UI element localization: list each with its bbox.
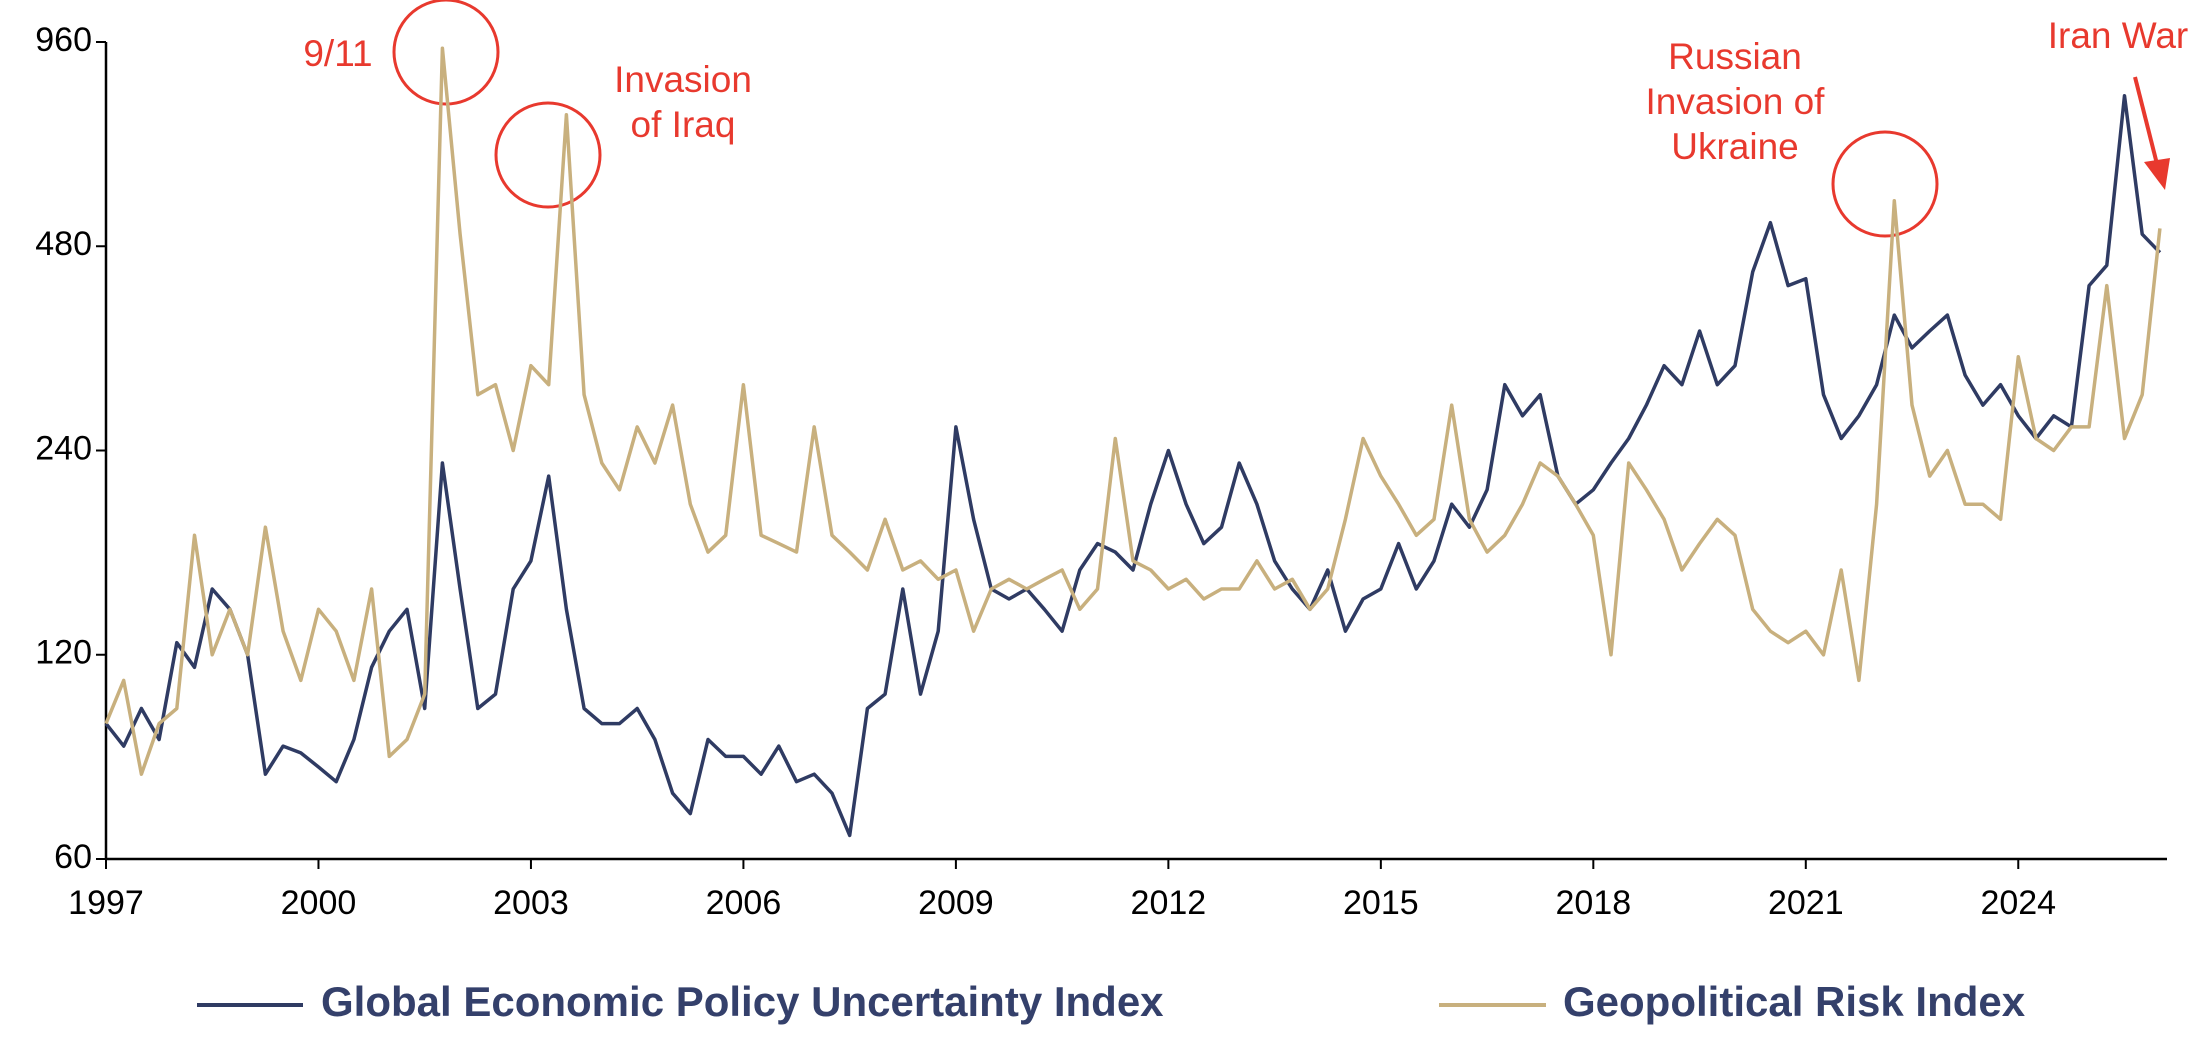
annotation: Invasion: [614, 59, 752, 100]
arrow: [2133, 76, 2160, 169]
x-tick-label: 2024: [1980, 884, 2056, 922]
x-tick-label: 2012: [1131, 884, 1207, 922]
y-tick-label: 480: [35, 225, 92, 263]
x-tick-label: 2015: [1343, 884, 1419, 922]
highlight-circle: [1831, 130, 1939, 238]
arrow-head: [2144, 158, 2170, 190]
y-tick-label: 240: [35, 429, 92, 467]
x-tick-label: 1997: [68, 884, 144, 922]
x-tick-label: 2009: [918, 884, 994, 922]
annotation: Ukraine: [1671, 126, 1799, 167]
annotation: Iran War: [2048, 15, 2188, 56]
x-tick-label: 2021: [1768, 884, 1844, 922]
x-tick-label: 2003: [493, 884, 569, 922]
annotation: Invasion of: [1646, 81, 1826, 122]
x-tick-label: 2000: [281, 884, 357, 922]
annotation: 9/11: [303, 33, 372, 74]
y-tick-label: 960: [35, 21, 92, 59]
y-tick-label: 120: [35, 634, 92, 672]
annotation: Russian: [1668, 36, 1802, 77]
legend-label: Global Economic Policy Uncertainty Index: [321, 978, 1164, 1025]
series-line: [104, 93, 2162, 838]
x-tick-label: 2006: [706, 884, 782, 922]
legend-label: Geopolitical Risk Index: [1563, 978, 2026, 1025]
annotation: of Iraq: [631, 104, 736, 145]
highlight-circle: [494, 101, 602, 209]
series-line: [104, 46, 2162, 776]
x-tick-label: 2018: [1555, 884, 1631, 922]
y-tick-label: 60: [54, 838, 92, 876]
